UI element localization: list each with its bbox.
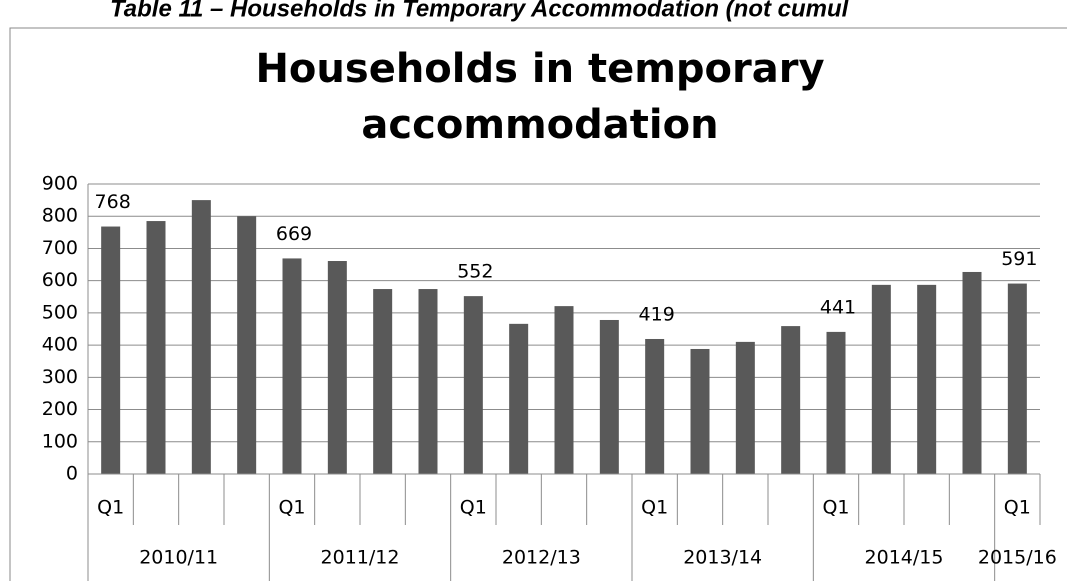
x-tick-label: Q1: [822, 497, 849, 519]
group-label: 2012/13: [502, 547, 581, 569]
bar: [599, 319, 619, 474]
bar: [101, 226, 121, 474]
x-tick-label: Q1: [460, 497, 487, 519]
bar: [191, 200, 211, 474]
bar: [871, 284, 891, 474]
bar: [1007, 283, 1027, 474]
data-label: 669: [276, 223, 312, 245]
chart-border: [9, 27, 1067, 581]
bar: [327, 261, 347, 474]
bar: [418, 289, 438, 474]
x-tick-label: Q1: [1004, 497, 1031, 519]
bar: [554, 306, 574, 474]
data-label: 591: [1001, 248, 1037, 270]
y-tick-label: 200: [42, 398, 78, 420]
chart-title: accommodation: [361, 102, 718, 148]
y-tick-label: 0: [66, 463, 78, 485]
bar: [509, 323, 529, 474]
x-tick-label: Q1: [278, 497, 305, 519]
x-tick-label: Q1: [641, 497, 668, 519]
group-label: 2013/14: [683, 547, 762, 569]
bar: [826, 331, 846, 474]
y-tick-label: 600: [42, 269, 78, 291]
group-label: 2014/15: [865, 547, 944, 569]
group-label: 2015/16: [978, 547, 1057, 569]
bar: [282, 258, 302, 474]
y-tick-label: 400: [42, 334, 78, 356]
bar: [781, 326, 801, 474]
chart-title: Households in temporary: [255, 46, 824, 92]
bar: [463, 296, 483, 474]
bar: [690, 348, 710, 474]
y-tick-label: 300: [42, 366, 78, 388]
data-label: 552: [457, 261, 493, 283]
group-label: 2010/11: [139, 547, 218, 569]
bar: [146, 221, 166, 474]
data-label: 441: [820, 296, 856, 318]
data-label: 419: [639, 303, 675, 325]
table-caption: Table 11 – Households in Temporary Accom…: [110, 0, 850, 22]
bar: [645, 338, 665, 474]
group-label: 2011/12: [321, 547, 400, 569]
y-tick-label: 800: [42, 205, 78, 227]
bar: [962, 271, 982, 474]
data-label: 768: [95, 191, 131, 213]
x-tick-label: Q1: [97, 497, 124, 519]
bar: [237, 216, 257, 474]
y-tick-label: 900: [42, 173, 78, 195]
y-tick-label: 700: [42, 237, 78, 259]
bar: [373, 289, 393, 474]
bar: [917, 284, 937, 474]
y-tick-label: 100: [42, 430, 78, 452]
bar: [735, 341, 755, 474]
y-tick-label: 500: [42, 301, 78, 323]
